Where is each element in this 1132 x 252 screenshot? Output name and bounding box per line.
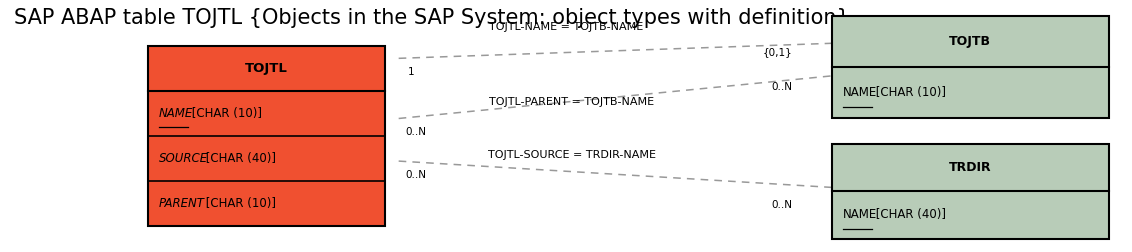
Text: PARENT: PARENT (158, 197, 205, 210)
Text: 1: 1 (408, 67, 414, 77)
Bar (832, 16, 1108, 67)
Bar (147, 46, 385, 226)
Text: [CHAR (40)]: [CHAR (40)] (203, 152, 276, 165)
Bar (147, 46, 385, 91)
Text: [CHAR (10)]: [CHAR (10)] (872, 86, 945, 99)
Text: 0..N: 0..N (771, 82, 792, 92)
Text: TRDIR: TRDIR (949, 161, 992, 174)
Text: NAME: NAME (843, 86, 877, 99)
Bar (147, 46, 385, 226)
Text: TOJTL-NAME = TOJTB-NAME: TOJTL-NAME = TOJTB-NAME (489, 22, 643, 32)
Text: TOJTB: TOJTB (950, 35, 992, 48)
Text: SAP ABAP table TOJTL {Objects in the SAP System: object types with definition}: SAP ABAP table TOJTL {Objects in the SAP… (15, 8, 850, 28)
Text: {0,1}: {0,1} (762, 47, 792, 57)
Bar (832, 16, 1108, 118)
Text: [CHAR (10)]: [CHAR (10)] (188, 107, 261, 120)
Bar (832, 16, 1108, 118)
Bar (832, 144, 1108, 191)
Text: NAME: NAME (158, 107, 194, 120)
Text: 0..N: 0..N (405, 170, 427, 180)
Text: [CHAR (40)]: [CHAR (40)] (872, 208, 945, 222)
Text: 0..N: 0..N (405, 127, 427, 137)
Text: SOURCE: SOURCE (158, 152, 208, 165)
Text: [CHAR (10)]: [CHAR (10)] (203, 197, 276, 210)
Text: TOJTL-SOURCE = TRDIR-NAME: TOJTL-SOURCE = TRDIR-NAME (488, 150, 655, 160)
Text: TOJTL: TOJTL (245, 62, 288, 75)
Text: TOJTL-PARENT = TOJTB-NAME: TOJTL-PARENT = TOJTB-NAME (489, 97, 654, 107)
Text: NAME: NAME (843, 208, 877, 222)
Bar (832, 144, 1108, 239)
Bar (832, 144, 1108, 239)
Text: 0..N: 0..N (771, 200, 792, 210)
